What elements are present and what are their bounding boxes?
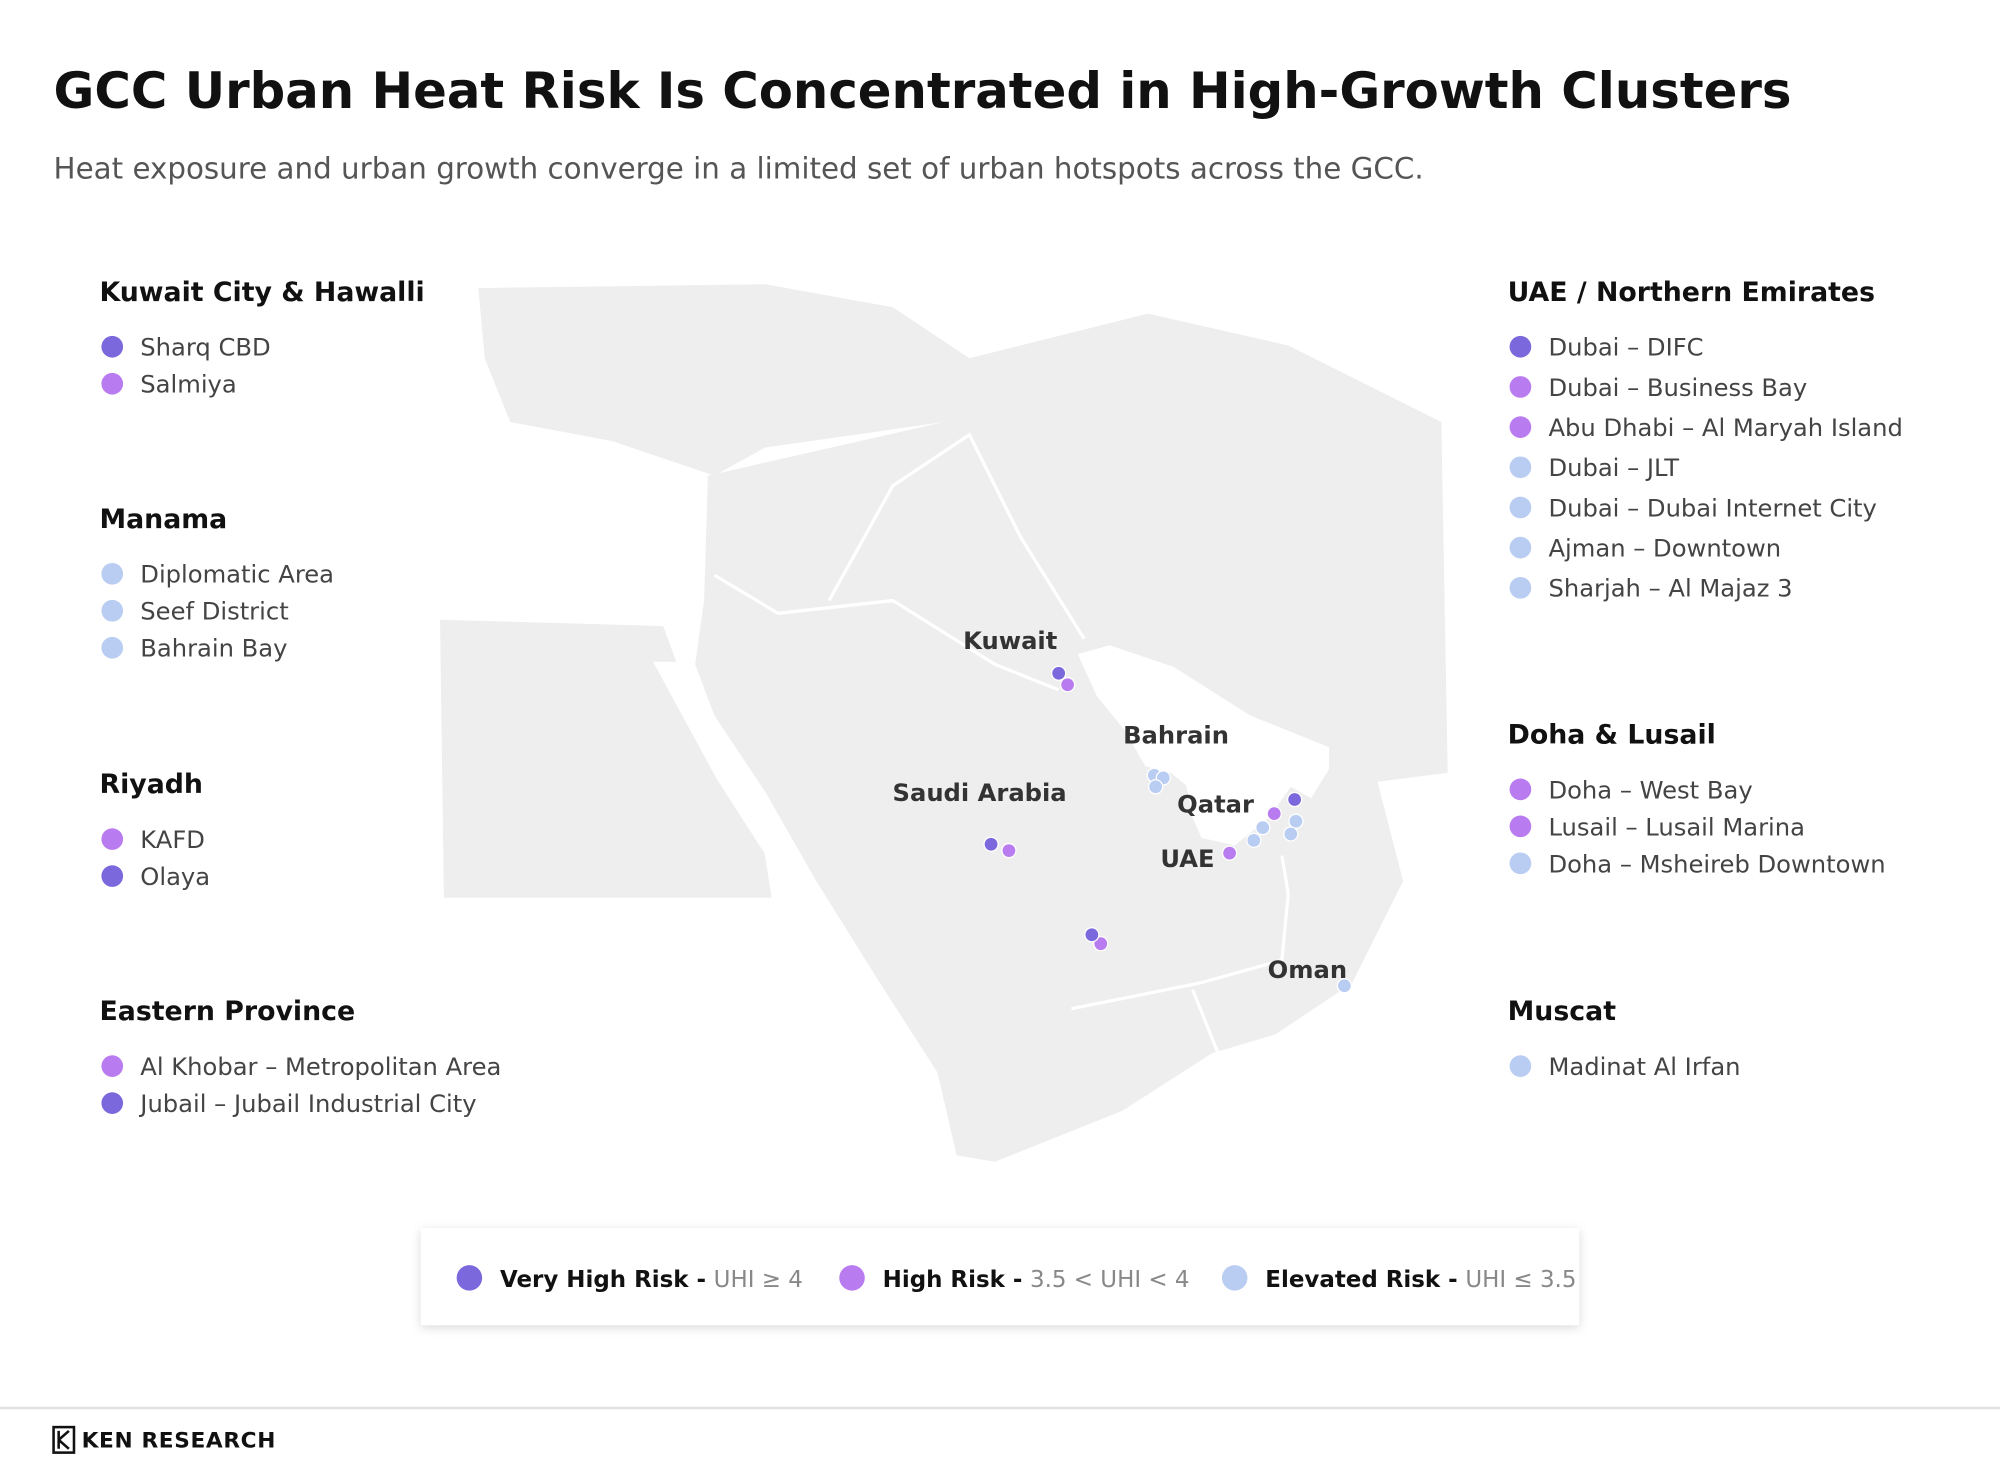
item-label: Al Khobar – Metropolitan Area: [140, 1053, 501, 1081]
map-dot: [1059, 677, 1076, 693]
item-label: Dubai – Business Bay: [1548, 374, 1807, 402]
map-dot: [1147, 779, 1164, 795]
map-dot: [1093, 936, 1109, 952]
legend-label: Very High Risk - UHI ≥ 4: [500, 1267, 803, 1293]
map-dot: [1051, 665, 1067, 681]
item-dot: [101, 636, 124, 659]
item-dot: [101, 599, 124, 622]
map-dot: [1336, 978, 1353, 994]
title: GCC Urban Heat Risk Is Concentrated in H…: [54, 62, 1792, 120]
item-dot: [1509, 815, 1532, 838]
item-label: Diplomatic Area: [140, 561, 334, 589]
item-label: Bahrain Bay: [140, 635, 287, 663]
item-dot: [1509, 376, 1532, 398]
item-label: Seef District: [140, 598, 288, 626]
map-dot: [1246, 832, 1262, 849]
subtitle: Heat exposure and urban growth converge …: [54, 151, 1424, 185]
legend-name: High Risk -: [883, 1267, 1023, 1293]
item-dot: [1509, 852, 1532, 875]
group-heading: Eastern Province: [99, 996, 355, 1027]
item-label: Sharq CBD: [140, 334, 270, 362]
group-heading: Muscat: [1508, 996, 1617, 1027]
legend-box: [420, 1228, 1580, 1326]
map-label: Bahrain: [1123, 721, 1229, 749]
map-dot: [1266, 805, 1282, 822]
item-dot: [1509, 416, 1532, 438]
brand-logo: [52, 1425, 76, 1454]
brand: KEN RESEARCH: [82, 1429, 276, 1454]
item-dot: [1509, 1055, 1532, 1077]
legend-name: Elevated Risk -: [1265, 1267, 1457, 1293]
legend-condition: UHI ≤ 3.5: [1465, 1267, 1576, 1293]
group-heading: Riyadh: [99, 769, 203, 800]
group-heading: Doha & Lusail: [1508, 719, 1716, 750]
item-dot: [1509, 778, 1532, 801]
item-dot: [1509, 496, 1532, 519]
item-label: Jubail – Jubail Industrial City: [138, 1090, 476, 1118]
item-dot: [101, 828, 124, 850]
item-label: KAFD: [140, 826, 205, 854]
map-dot: [983, 836, 999, 852]
group-heading: Kuwait City & Hawalli: [99, 277, 424, 308]
map-dot: [1283, 826, 1299, 842]
legend-label: Elevated Risk - UHI ≤ 3.5: [1265, 1267, 1576, 1293]
item-label: Ajman – Downtown: [1548, 535, 1781, 563]
item-dot: [101, 562, 124, 585]
map-dot: [1001, 842, 1017, 859]
legend-dot: [456, 1265, 483, 1291]
item-label: Dubai – DIFC: [1548, 334, 1703, 362]
legend-condition: 3.5 < UHI < 4: [1030, 1267, 1189, 1293]
map-dot: [1221, 845, 1238, 861]
item-dot: [101, 335, 124, 358]
item-dot: [1509, 335, 1532, 358]
legend-name: Very High Risk -: [500, 1267, 706, 1293]
map-label: UAE: [1160, 845, 1214, 873]
item-dot: [101, 372, 124, 395]
item-label: Abu Dhabi – Al Maryah Island: [1548, 414, 1902, 442]
group-heading: UAE / Northern Emirates: [1508, 277, 1875, 308]
map-dot: [1286, 791, 1303, 808]
item-label: Madinat Al Irfan: [1548, 1053, 1740, 1081]
legend-dot: [1221, 1265, 1248, 1291]
legend-dot: [839, 1265, 865, 1291]
item-label: Doha – Msheireb Downtown: [1548, 850, 1885, 878]
item-dot: [1509, 456, 1532, 479]
item-dot: [101, 1092, 124, 1114]
item-dot: [1509, 536, 1532, 559]
map-dot: [1288, 813, 1304, 829]
item-dot: [101, 865, 124, 887]
map-dot: [1255, 819, 1271, 836]
item-label: Dubai – Dubai Internet City: [1548, 494, 1876, 522]
map: [440, 284, 1448, 1162]
item-dot: [101, 1055, 124, 1077]
item-label: Dubai – JLT: [1548, 454, 1679, 482]
legend-label: High Risk - 3.5 < UHI < 4: [883, 1267, 1190, 1293]
map-label: Kuwait: [963, 627, 1058, 655]
item-label: Sharjah – Al Majaz 3: [1548, 575, 1792, 603]
item-label: Lusail – Lusail Marina: [1548, 813, 1804, 841]
item-label: Doha – West Bay: [1548, 776, 1752, 804]
legend-condition: UHI ≥ 4: [714, 1267, 803, 1293]
map-dot: [1084, 927, 1100, 943]
map-label: Oman: [1268, 956, 1347, 984]
item-dot: [1509, 576, 1532, 599]
item-label: Salmiya: [140, 371, 236, 399]
item-label: Olaya: [140, 863, 210, 891]
group-heading: Manama: [99, 504, 227, 535]
map-label: Qatar: [1177, 790, 1254, 818]
map-label: Saudi Arabia: [893, 779, 1067, 807]
